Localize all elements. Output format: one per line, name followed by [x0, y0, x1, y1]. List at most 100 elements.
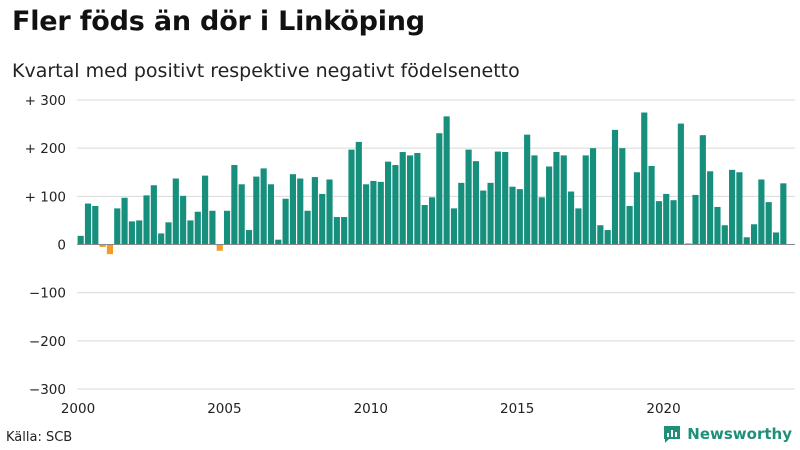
bar — [223, 210, 231, 245]
bar — [165, 222, 172, 245]
bar — [655, 201, 662, 245]
brand-name: Newsworthy — [687, 425, 792, 443]
bar — [480, 190, 487, 245]
bar — [772, 232, 780, 245]
bar — [267, 184, 275, 245]
y-tick-label: + 200 — [25, 141, 66, 157]
bar — [633, 172, 641, 245]
bar — [414, 152, 421, 245]
bar — [458, 182, 465, 245]
bar — [136, 220, 143, 245]
bar — [355, 141, 362, 245]
bar — [363, 184, 370, 245]
y-tick-label: −200 — [29, 334, 66, 350]
bar — [736, 172, 743, 245]
bar — [370, 180, 377, 245]
bar — [289, 174, 296, 245]
bar — [385, 161, 392, 245]
bar — [494, 151, 501, 245]
bar — [487, 182, 494, 245]
bar — [319, 193, 326, 245]
x-tick-label: 2005 — [207, 401, 241, 417]
bar — [106, 244, 114, 255]
bar — [524, 134, 531, 245]
bar — [707, 171, 714, 245]
bar — [699, 135, 706, 245]
bar — [304, 210, 311, 245]
bar — [180, 195, 187, 245]
bar — [597, 225, 604, 245]
bar — [158, 233, 165, 245]
bar — [260, 168, 267, 245]
bar — [202, 175, 209, 245]
bar — [377, 181, 384, 245]
bar — [641, 112, 648, 245]
bar — [231, 165, 238, 245]
bar — [421, 205, 428, 245]
bar — [758, 179, 765, 245]
bar — [611, 129, 619, 245]
bar — [209, 210, 216, 245]
bar — [99, 244, 106, 247]
x-tick-label: 2020 — [646, 401, 680, 417]
bar — [128, 221, 135, 245]
bar — [333, 217, 340, 245]
bar — [216, 244, 223, 251]
bar — [619, 148, 626, 245]
bar — [538, 197, 545, 245]
bar — [714, 206, 721, 245]
bar — [77, 235, 84, 245]
chart-subtitle: Kvartal med positivt respektive negativt… — [12, 60, 520, 82]
y-tick-label: + 100 — [25, 189, 66, 205]
bar — [516, 189, 523, 245]
bar — [546, 166, 553, 245]
bar — [406, 155, 414, 245]
y-tick-label: −100 — [29, 286, 66, 302]
brand-logo: Newsworthy — [662, 424, 792, 444]
bar — [172, 178, 179, 245]
y-tick-label: + 300 — [25, 93, 66, 109]
x-tick-label: 2015 — [500, 401, 534, 417]
bar — [392, 165, 399, 245]
bar — [568, 191, 575, 245]
bar — [575, 208, 582, 245]
bar — [245, 230, 253, 245]
bar — [663, 193, 670, 245]
bar — [143, 195, 150, 245]
bar — [721, 225, 728, 245]
bar — [436, 133, 443, 245]
bar — [297, 178, 304, 245]
bar — [450, 208, 458, 245]
bar — [677, 123, 684, 245]
bar — [341, 217, 348, 245]
bar — [692, 194, 699, 245]
bar — [729, 169, 736, 245]
bar — [670, 200, 677, 245]
newsworthy-logo-icon — [664, 426, 681, 443]
bar — [472, 161, 479, 245]
x-tick-label: 2010 — [354, 401, 388, 417]
bar — [187, 220, 194, 245]
bar — [604, 230, 611, 245]
bar — [253, 176, 260, 245]
y-tick-label: 0 — [57, 238, 66, 254]
bar — [443, 116, 450, 245]
chart-title: Fler föds än dör i Linköping — [12, 6, 425, 37]
bar — [92, 205, 99, 245]
source-note: Källa: SCB — [6, 430, 73, 445]
bar — [311, 177, 318, 245]
bar — [348, 149, 355, 245]
bar — [626, 205, 633, 245]
bar — [589, 148, 597, 245]
bar — [121, 197, 128, 245]
bar — [465, 149, 472, 245]
bar — [399, 152, 406, 245]
bar — [150, 185, 157, 245]
bar — [765, 202, 772, 245]
bar — [509, 186, 516, 245]
bar — [428, 197, 436, 245]
bar — [553, 152, 560, 245]
bar — [648, 165, 655, 245]
bar — [750, 224, 758, 245]
